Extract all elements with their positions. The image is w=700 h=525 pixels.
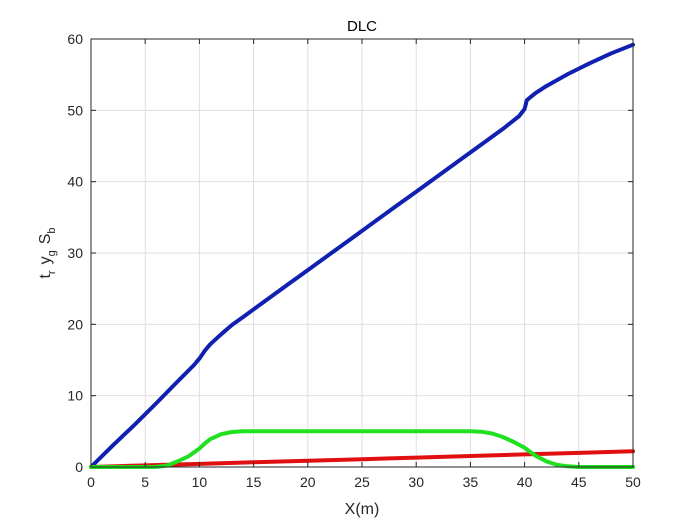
y-tick-label: 0: [75, 459, 83, 475]
x-tick-label: 15: [246, 474, 262, 490]
grid: [91, 39, 633, 467]
x-tick-label: 0: [87, 474, 95, 490]
x-tick-label: 5: [141, 474, 149, 490]
y-tick-label: 60: [67, 31, 83, 47]
y-axis-label: tr ygSb: [37, 227, 58, 278]
series-layer: [89, 42, 635, 469]
x-tick-label: 30: [408, 474, 424, 490]
y-label-base: S: [37, 234, 54, 245]
y-label-subscript: r: [46, 270, 58, 274]
x-tick-label: 10: [192, 474, 208, 490]
y-tick-label: 20: [67, 316, 83, 332]
y-label-base: t: [37, 274, 54, 279]
y-tick-label: 30: [67, 245, 83, 261]
x-tick-label: 50: [625, 474, 641, 490]
series-line-3: [89, 429, 635, 469]
x-tick-label: 35: [463, 474, 479, 490]
series-line-1: [89, 42, 635, 469]
y-label-subscript: g: [46, 250, 58, 256]
ticks: 0 5 10 15 20 25 30 35 40 45 50 0 10 20 30 40 50 60: [67, 31, 641, 490]
x-tick-label: 20: [300, 474, 316, 490]
series-line-2: [89, 449, 635, 469]
x-tick-label: 25: [354, 474, 370, 490]
y-label-subscript: b: [46, 227, 58, 233]
x-tick-label: 40: [517, 474, 533, 490]
chart-title: DLC: [347, 18, 377, 35]
y-tick-label: 40: [67, 174, 83, 190]
x-axis-label: X(m): [345, 501, 380, 518]
y-tick-label: 10: [67, 388, 83, 404]
x-tick-label: 45: [571, 474, 587, 490]
y-label-base: y: [37, 256, 54, 264]
y-tick-label: 50: [67, 102, 83, 118]
